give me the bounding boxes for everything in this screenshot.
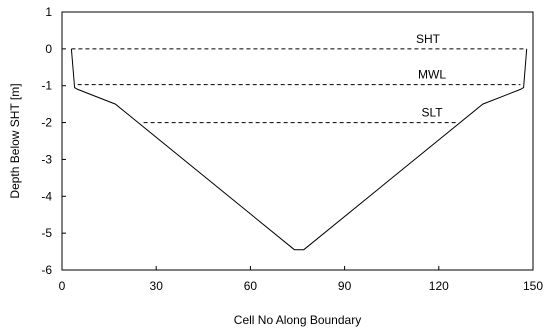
y-tick-label: -1 (41, 79, 52, 93)
x-tick-label: 150 (523, 279, 543, 293)
y-tick-label: -3 (41, 152, 52, 166)
x-tick-label: 0 (59, 279, 66, 293)
x-axis-title: Cell No Along Boundary (234, 313, 361, 327)
y-tick-label: -6 (41, 263, 52, 277)
x-tick-label: 120 (429, 279, 449, 293)
annotation-slt: SLT (421, 106, 443, 120)
y-axis-title: Depth Below SHT [m] (8, 83, 22, 198)
y-tick-label: 0 (45, 42, 52, 56)
x-tick-label: 60 (244, 279, 258, 293)
y-tick-label: -4 (41, 189, 52, 203)
plot-frame (61, 11, 534, 271)
annotation-mwl: MWL (418, 68, 446, 82)
annotation-sht: SHT (416, 32, 441, 46)
y-tick-label: -5 (41, 226, 52, 240)
x-tick-label: 30 (150, 279, 164, 293)
y-tick-label: 1 (45, 5, 52, 19)
y-tick-label: -2 (41, 116, 52, 130)
series-line-profile (70, 48, 528, 251)
x-tick-label: 90 (338, 279, 352, 293)
